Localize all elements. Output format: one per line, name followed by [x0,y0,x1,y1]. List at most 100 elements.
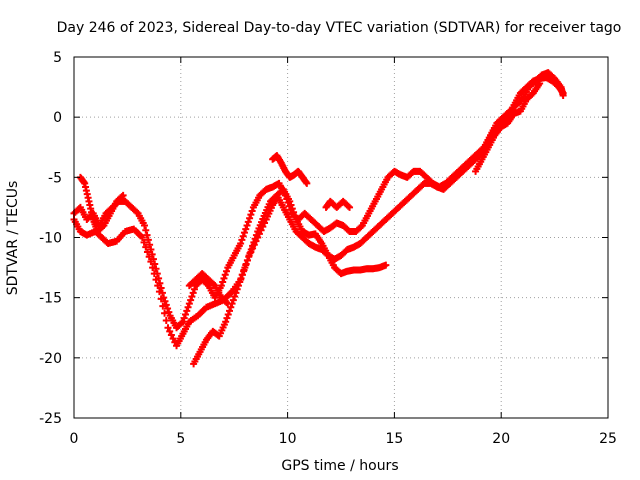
data-point [247,246,255,254]
x-tick-label: 5 [176,431,185,447]
data-point [144,236,152,244]
data-point [161,297,169,305]
data-point [181,311,189,319]
x-tick-label: 10 [279,431,297,447]
data-point [247,211,255,219]
data-point [285,202,293,210]
data-point [346,203,354,211]
data-point [119,191,127,199]
data-point [227,303,235,311]
data-point [187,296,195,304]
data-point [162,301,170,309]
data-point [229,296,237,304]
data-point [189,289,197,297]
data-point [165,308,173,316]
data-point [243,221,251,229]
data-point [169,335,177,343]
data-series-5 [269,152,311,187]
data-point [160,294,168,302]
data-point [217,282,225,290]
data-point [167,331,175,339]
data-point [118,193,126,201]
data-point [231,292,239,300]
data-point [244,218,252,226]
data-point [147,246,155,254]
x-tick-label: 0 [70,431,79,447]
data-point [284,199,292,207]
data-point [536,79,544,87]
data-point [183,307,191,315]
axis-ticks: 0 5 10 15 20 25 -25 -20 -15 -10 -5 0 5 [39,50,617,447]
data-point [251,235,259,243]
data-point [344,202,352,210]
data-point [149,255,157,263]
data-point [281,191,289,199]
data-point [222,318,230,326]
data-point [224,300,232,308]
data-point [252,231,260,239]
data-point [157,284,165,292]
data-series-1 [70,69,567,332]
grid-lines [74,57,608,418]
data-point [99,223,107,231]
data-point [240,229,248,237]
data-point [219,278,227,286]
y-tick-label: 5 [53,50,62,66]
data-point [151,260,159,268]
data-point [158,289,166,297]
data-point [179,318,187,326]
data-point [140,221,148,229]
data-point [210,280,218,288]
y-tick-label: 0 [53,110,62,126]
y-axis-title: SDTVAR / TECUs [5,181,21,296]
data-point [243,256,251,264]
data-point [143,231,151,239]
data-point [241,264,249,272]
data-point [153,270,161,278]
x-axis-title: GPS time / hours [281,458,398,474]
data-point [240,267,248,275]
y-tick-label: -5 [48,170,62,186]
data-point [148,250,156,258]
data-point [226,307,234,315]
data-point [184,303,192,311]
data-point [146,241,154,249]
data-point [303,179,311,187]
data-point [140,238,148,246]
data-series-2 [190,73,567,368]
data-point [133,208,141,216]
data-point [180,314,188,322]
data-point [248,207,256,215]
data-point [223,298,231,306]
x-tick-label: 15 [385,431,403,447]
x-tick-label: 20 [492,431,510,447]
data-point [221,271,229,279]
data-point [357,223,365,231]
data-point [142,226,150,234]
data-point [142,243,150,251]
data-point [178,319,186,327]
data-point [237,240,245,248]
data-point [220,274,228,282]
x-tick-label: 25 [599,431,617,447]
data-point [250,238,258,246]
y-tick-label: -25 [39,411,62,427]
data-point [224,311,232,319]
data-point [239,232,247,240]
data-point [382,261,390,269]
data-point [223,314,231,322]
data-point [203,280,211,288]
data-point [149,264,157,272]
data-point [223,267,231,275]
data-point [190,285,198,293]
data-point [161,309,169,317]
data-point [234,282,242,290]
data-point [238,271,246,279]
chart-title: Day 246 of 2023, Sidereal Day-to-day VTE… [57,20,622,36]
data-point [245,253,253,261]
data-point [242,225,250,233]
data-point [155,274,163,282]
data-point [232,289,240,297]
data-point [242,260,250,268]
